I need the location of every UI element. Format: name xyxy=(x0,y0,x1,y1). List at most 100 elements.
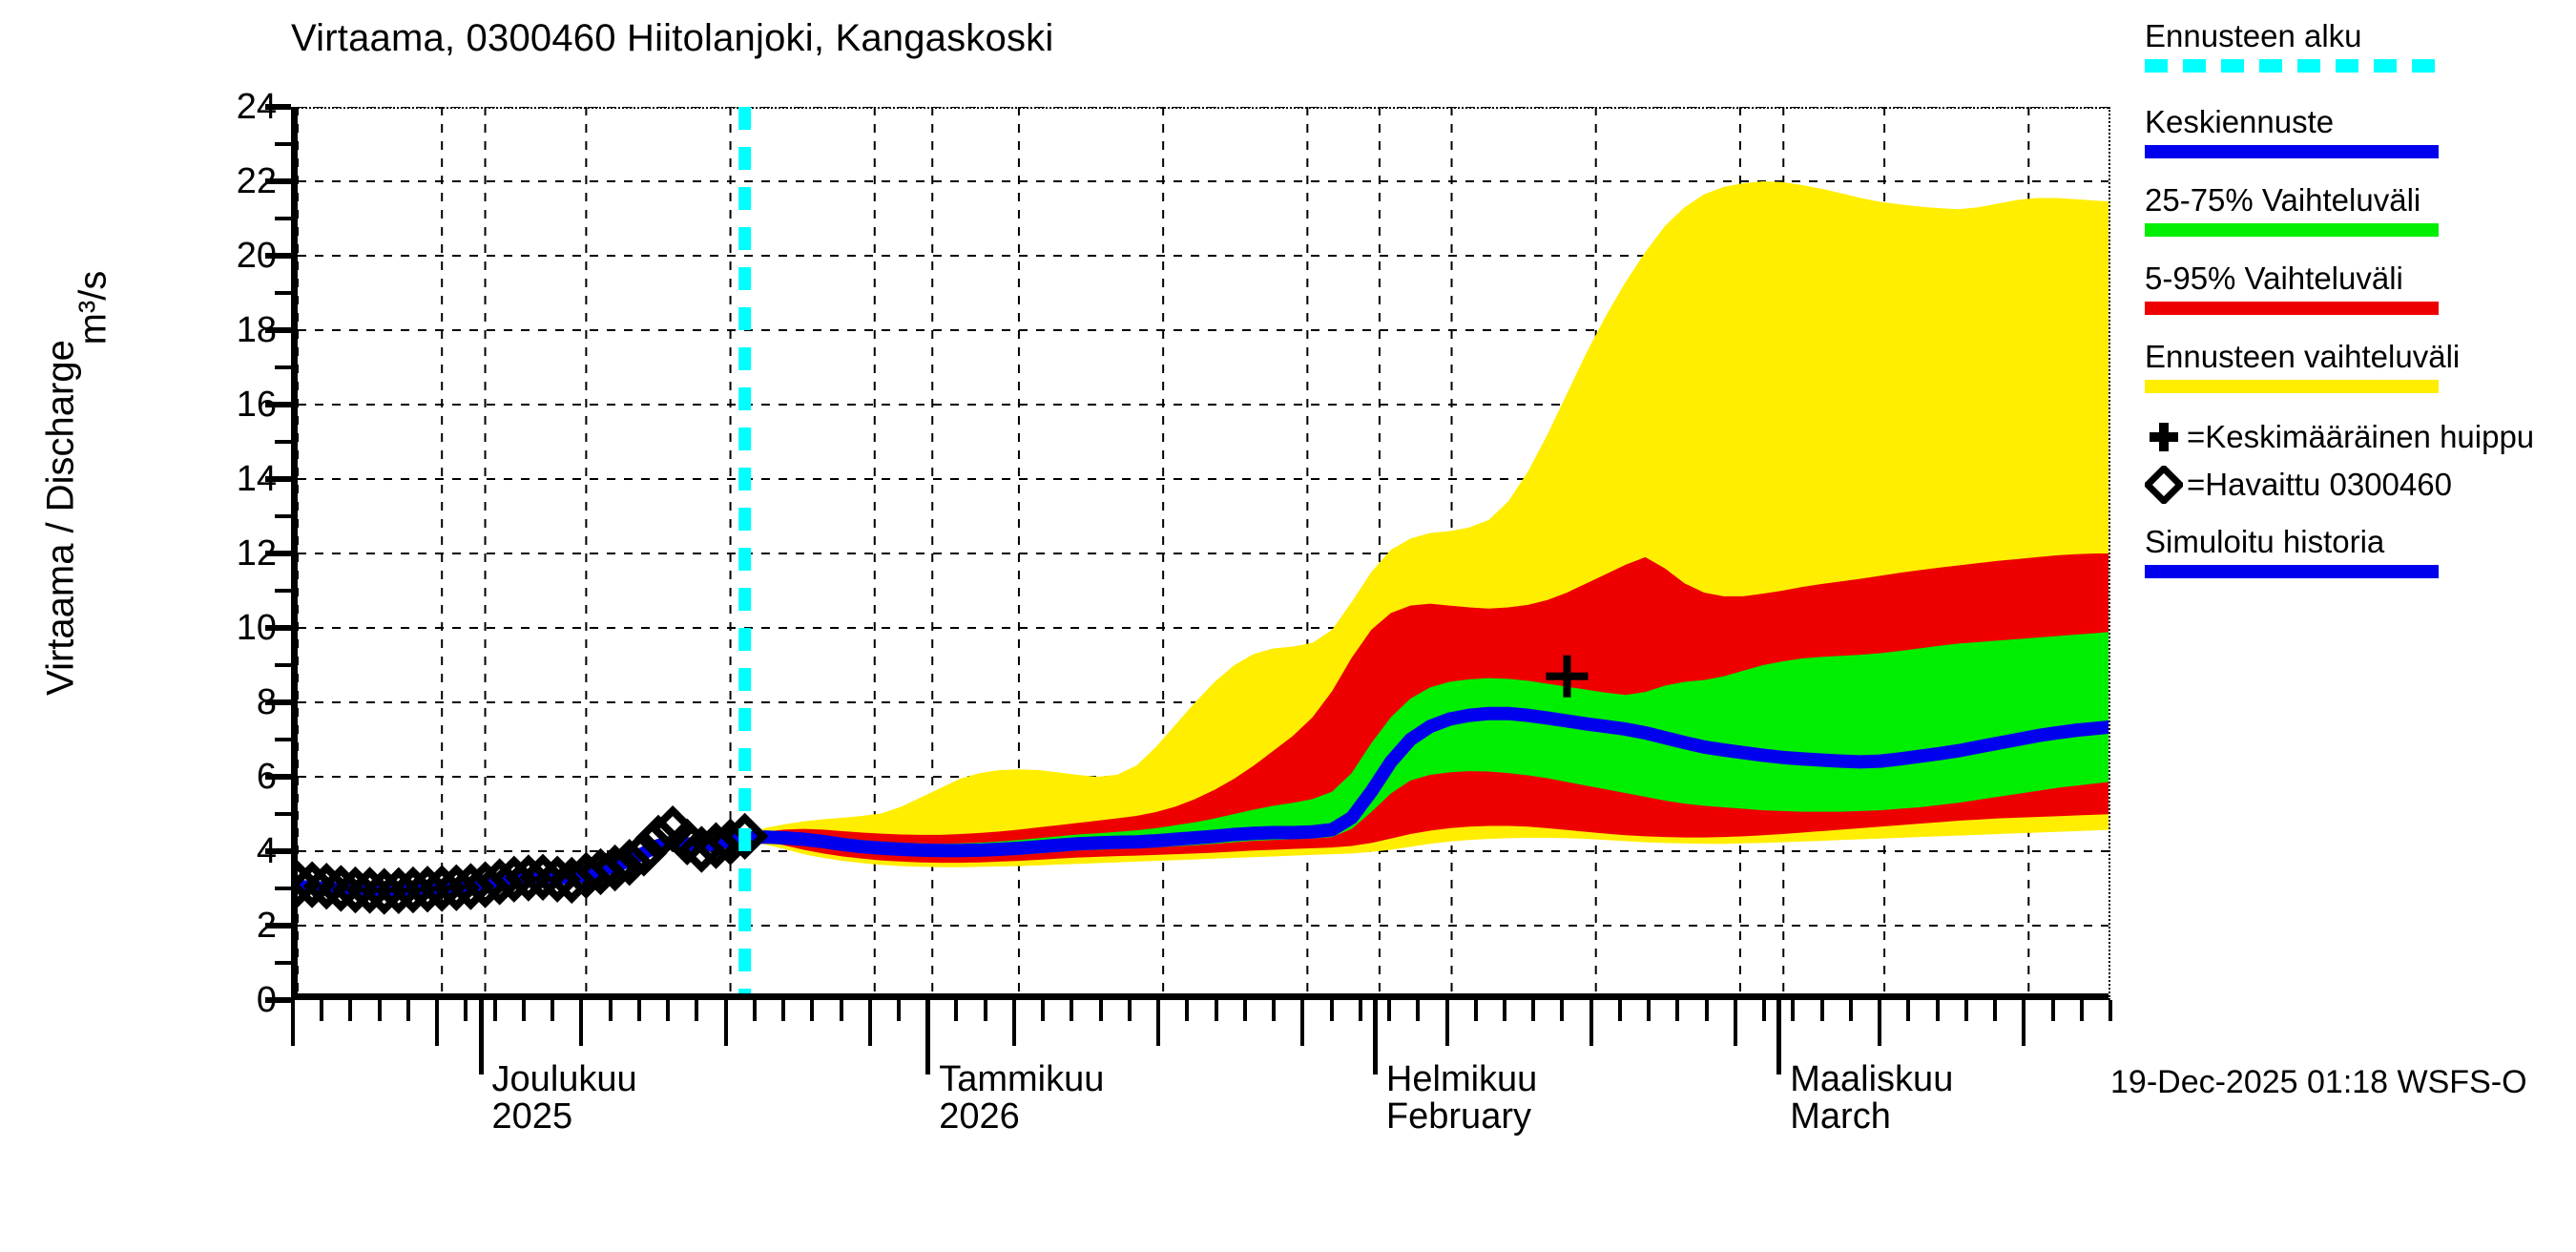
y-major-tick xyxy=(265,253,291,259)
x-minor-tick xyxy=(1127,1000,1132,1021)
band-25-75-green xyxy=(744,632,2109,857)
x-minor-tick xyxy=(810,1000,815,1021)
x-minor-tick xyxy=(1848,1000,1853,1021)
legend: Ennusteen alku Keskiennuste 25-75% Vaiht… xyxy=(2143,18,2574,584)
x-minor-tick xyxy=(1935,1000,1940,1021)
x-minor-tick xyxy=(1272,1000,1277,1021)
y-major-tick xyxy=(265,625,291,631)
x-major-tick xyxy=(1589,1000,1593,1046)
y-axis-tick-labels: 024681012141618202224 xyxy=(143,89,277,1252)
x-minor-tick xyxy=(1560,1000,1565,1021)
legend-label-simulated-history: Simuloitu historia xyxy=(2145,523,2385,559)
y-minor-tick xyxy=(275,738,291,741)
x-minor-tick xyxy=(695,1000,699,1021)
x-month-label-fi: Tammikuu xyxy=(939,1059,1105,1099)
x-minor-tick xyxy=(1531,1000,1536,1021)
x-axis-ticks xyxy=(291,1000,2113,1086)
x-minor-tick xyxy=(1503,1000,1506,1021)
x-minor-tick xyxy=(781,1000,786,1021)
x-major-tick xyxy=(1156,1000,1161,1046)
y-major-tick xyxy=(265,327,291,333)
x-minor-tick xyxy=(954,1000,959,1021)
legend-label-25-75: 25-75% Vaihteluväli xyxy=(2145,181,2421,218)
page-title: Virtaama, 0300460 Hiitolanjoki, Kangasko… xyxy=(291,17,1054,59)
legend-label-5-95: 5-95% Vaihteluväli xyxy=(2145,260,2403,296)
x-month-tick xyxy=(1372,1000,1378,1075)
x-minor-tick xyxy=(1185,1000,1190,1021)
x-major-tick xyxy=(1878,1000,1882,1046)
x-minor-tick xyxy=(1329,1000,1334,1021)
y-minor-tick xyxy=(275,961,291,965)
observed-diamond xyxy=(298,861,336,908)
y-minor-tick xyxy=(275,663,291,667)
y-minor-tick xyxy=(275,887,291,890)
x-major-tick xyxy=(867,1000,872,1046)
x-minor-tick xyxy=(897,1000,901,1021)
y-major-tick xyxy=(265,997,291,1003)
x-minor-tick xyxy=(1098,1000,1103,1021)
x-minor-tick xyxy=(983,1000,987,1021)
x-minor-tick xyxy=(1214,1000,1218,1021)
timestamp-footer: 19-Dec-2025 01:18 WSFS-O xyxy=(2110,1064,2527,1100)
y-major-tick xyxy=(265,178,291,184)
average-peak-marker xyxy=(1546,655,1589,698)
x-minor-tick xyxy=(1242,1000,1247,1021)
x-minor-tick xyxy=(1963,1000,1968,1021)
plot-area xyxy=(291,107,2109,1000)
x-minor-tick xyxy=(1762,1000,1767,1021)
observed-diamond xyxy=(331,866,380,914)
x-minor-tick xyxy=(666,1000,671,1021)
legend-label-forecast-start: Ennusteen alku xyxy=(2145,18,2362,53)
y-major-tick xyxy=(265,923,291,929)
x-minor-tick xyxy=(1704,1000,1709,1021)
plot-frame-top xyxy=(291,107,2109,109)
observed-diamond xyxy=(591,844,639,892)
x-major-tick xyxy=(1011,1000,1016,1046)
x-month-label-sub: February xyxy=(1385,1096,1531,1137)
x-minor-tick xyxy=(1070,1000,1074,1021)
y-minor-tick xyxy=(275,589,291,593)
x-major-tick xyxy=(1733,1000,1737,1046)
observed-diamond xyxy=(317,865,365,912)
legend-item-forecast-start: Ennusteen alku xyxy=(2145,18,2574,73)
x-minor-tick xyxy=(1647,1000,1652,1021)
y-minor-tick xyxy=(275,812,291,816)
observed-diamond xyxy=(298,860,322,908)
y-minor-tick xyxy=(275,291,291,295)
legend-item-observed: =Havaittu 0300460 xyxy=(2143,463,2574,506)
x-major-tick xyxy=(1444,1000,1449,1046)
x-month-label: Maaliskuu March xyxy=(1790,1059,1954,1137)
legend-item-25-75: 25-75% Vaihteluväli xyxy=(2145,181,2574,237)
legend-swatch-mean-forecast xyxy=(2145,144,2439,158)
x-month-label-sub: 2026 xyxy=(939,1096,1020,1137)
y-major-tick xyxy=(265,774,291,780)
legend-swatch-25-75 xyxy=(2145,222,2439,237)
x-minor-tick xyxy=(636,1000,641,1021)
x-month-label-fi: Joulukuu xyxy=(491,1059,637,1099)
x-month-label-fi: Maaliskuu xyxy=(1790,1059,1954,1099)
legend-swatch-forecast-start xyxy=(2145,58,2439,73)
x-minor-tick xyxy=(1473,1000,1478,1021)
y-major-tick xyxy=(265,476,291,482)
x-minor-tick xyxy=(405,1000,410,1021)
y-major-tick xyxy=(265,699,291,705)
x-major-tick xyxy=(1300,1000,1305,1046)
legend-swatch-forecast-range xyxy=(2145,379,2439,393)
x-minor-tick xyxy=(1358,1000,1362,1021)
plus-icon xyxy=(2145,418,2183,456)
x-major-tick xyxy=(723,1000,728,1046)
x-minor-tick xyxy=(1675,1000,1680,1021)
x-minor-tick xyxy=(1993,1000,1998,1021)
line-mean-forecast xyxy=(737,706,2109,858)
legend-label-mean-forecast: Keskiennuste xyxy=(2145,103,2335,139)
x-minor-tick xyxy=(377,1000,382,1021)
observed-diamond xyxy=(721,812,769,861)
legend-label-observed: =Havaittu 0300460 xyxy=(2187,466,2452,502)
y-major-tick xyxy=(265,104,291,110)
x-minor-tick xyxy=(492,1000,497,1021)
x-minor-tick xyxy=(464,1000,468,1021)
x-month-label-sub: March xyxy=(1790,1096,1891,1137)
y-minor-tick xyxy=(275,365,291,369)
y-minor-tick xyxy=(275,217,291,220)
x-major-tick xyxy=(579,1000,584,1046)
